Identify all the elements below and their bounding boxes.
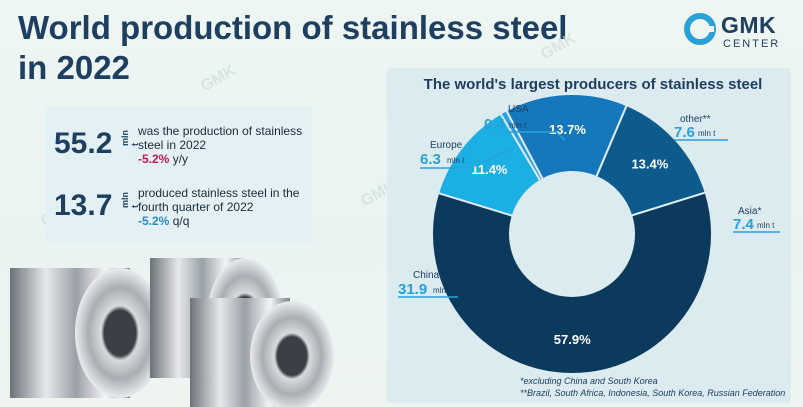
label-asia-name: Asia*	[738, 206, 762, 217]
label-asia-value: 7.4	[733, 216, 754, 233]
stat-change: -5.2%	[138, 214, 170, 228]
label-other-unit: mln t	[698, 129, 716, 138]
donut-percent-label: 13.7%	[549, 122, 586, 137]
logo-main-text: GMK	[721, 12, 777, 38]
stat-description: produced stainless steel in the fourth q…	[138, 186, 318, 228]
callout-leader-line	[498, 131, 566, 141]
steel-coils-image	[10, 258, 334, 407]
page-title: World production of stainless steel in 2…	[18, 9, 568, 86]
coil-face	[250, 301, 334, 407]
stat-change-suffix: y/y	[172, 152, 189, 166]
logo: GMK CENTER	[683, 12, 793, 56]
stat-change-suffix: q/q	[172, 214, 190, 228]
footnote: *excluding China and South Korea	[520, 376, 658, 386]
label-other-name: other**	[680, 114, 711, 125]
label-china-value: 31.9	[398, 281, 428, 298]
label-usa-unit: mln t	[509, 121, 527, 130]
donut-slice-china	[431, 191, 713, 375]
stat-description: was the production of stainless steel in…	[138, 124, 318, 166]
donut-percent-label: 57.9%	[554, 332, 591, 347]
stat-desc-text: was the production of stainless steel in…	[138, 124, 303, 152]
label-europe-unit: mln t	[447, 156, 465, 165]
donut-percent-label: 13.4%	[631, 157, 668, 172]
logo-sub-text: CENTER	[723, 38, 781, 50]
stat-value: 55.2	[54, 127, 113, 160]
stat-change: -5.2%	[138, 152, 170, 166]
label-europe-name: Europe	[430, 140, 463, 151]
logo-ring-icon	[684, 13, 716, 45]
footnote: **Brazil, South Africa, Indonesia, South…	[520, 388, 786, 398]
label-usa-value: 0.4	[484, 116, 505, 133]
stats-card: 55.2 mln t was the production of stainle…	[46, 106, 312, 242]
label-europe-value: 6.3	[420, 151, 441, 168]
label-other-value: 7.6	[674, 124, 695, 141]
label-china-name: China	[413, 270, 440, 281]
label-asia-unit: mln t	[757, 221, 775, 230]
stat-desc-text: produced stainless steel in the fourth q…	[138, 186, 300, 214]
donut-percent-label: 11.4%	[471, 162, 508, 177]
stat-value: 13.7	[54, 189, 113, 222]
callout-leader-line	[420, 149, 511, 169]
label-usa-name: USA	[508, 104, 529, 115]
chart-title: The world's largest producers of stainle…	[423, 76, 763, 93]
label-china-unit: mln t	[433, 286, 451, 295]
coil-face	[75, 268, 165, 398]
